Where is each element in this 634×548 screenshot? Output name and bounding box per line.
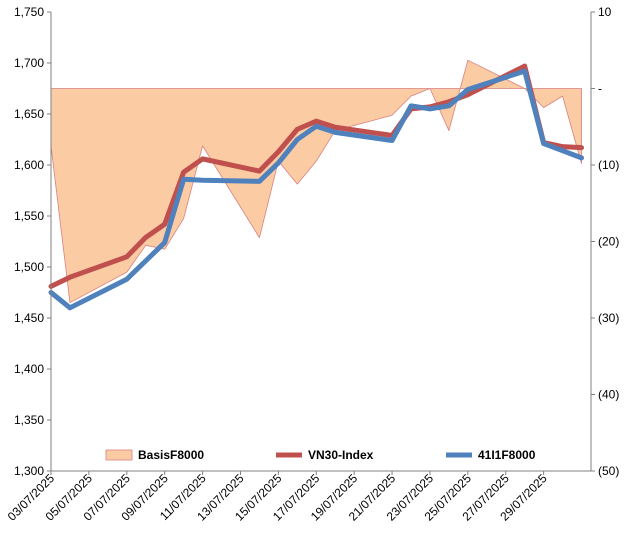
y-right-tick-label: (30) — [598, 311, 619, 325]
basis-area-layer — [50, 59, 582, 304]
y-left-tick-label: 1,650 — [14, 107, 44, 121]
legend-label-vn30-index: VN30-Index — [308, 448, 374, 462]
y-left-tick-label: 1,550 — [14, 209, 44, 223]
series-lines-layer — [48, 63, 585, 311]
y-right-tick-label: (40) — [598, 388, 619, 402]
y-left-tick-label: 1,750 — [14, 5, 44, 19]
series-line-41i1f8000 — [48, 68, 585, 311]
y-left-tick-label: 1,300 — [14, 464, 44, 478]
legend-swatch-basisf8000 — [105, 449, 133, 461]
y-right-tick-label: - — [598, 82, 602, 96]
y-left-tick-label: 1,700 — [14, 56, 44, 70]
series-area-basisf8000 — [50, 59, 582, 304]
y-right-tick-label: (50) — [598, 464, 619, 478]
y-right-tick-label: (10) — [598, 158, 619, 172]
y-left-tick-label: 1,350 — [14, 413, 44, 427]
legend: BasisF8000 VN30-Index 41I1F8000 — [105, 448, 536, 462]
y-left-tick-label: 1,450 — [14, 311, 44, 325]
y-left-tick-label: 1,500 — [14, 260, 44, 274]
y-left-tick-label: 1,600 — [14, 158, 44, 172]
y-right-tick-label: (20) — [598, 235, 619, 249]
legend-label-basisf8000: BasisF8000 — [138, 448, 204, 462]
y-left-tick-label: 1,400 — [14, 362, 44, 376]
legend-label-41i1f8000: 41I1F8000 — [478, 448, 536, 462]
y-right-tick-label: 10 — [598, 5, 612, 19]
